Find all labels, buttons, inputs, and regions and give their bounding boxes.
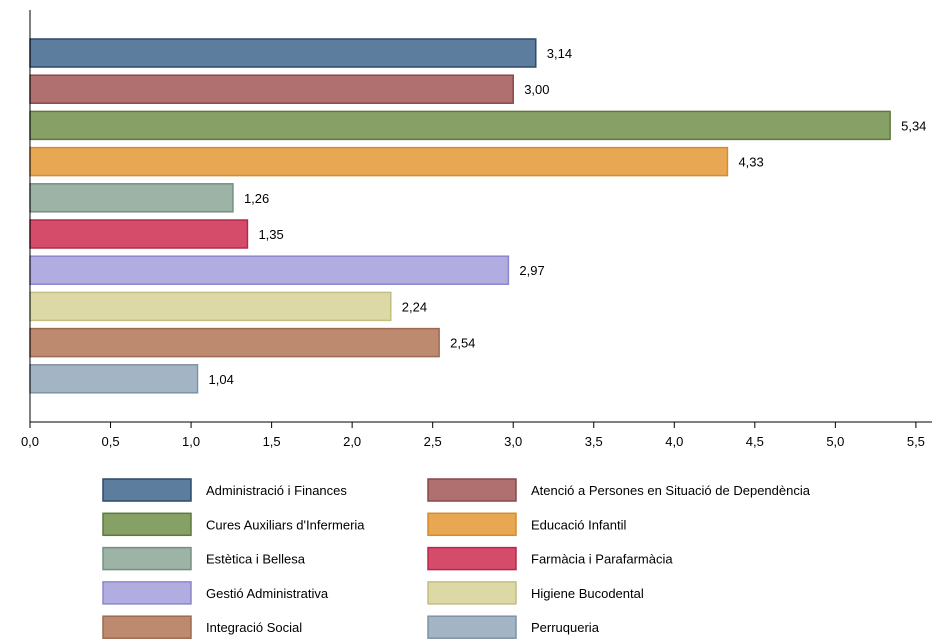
legend-swatch <box>102 615 192 639</box>
bar-1 <box>29 38 537 68</box>
legend-label: Perruqueria <box>531 620 600 635</box>
bar-value-label: 3,14 <box>547 46 572 61</box>
legend-swatch <box>427 615 517 639</box>
legend: Administració i Finances Atenció a Person… <box>102 478 811 639</box>
legend-swatch <box>427 478 517 502</box>
legend-swatch <box>427 546 517 571</box>
bar-9 <box>29 327 440 358</box>
bar-7 <box>29 255 510 285</box>
x-tick-label: 4,5 <box>746 434 764 449</box>
x-tick-label: 1,0 <box>182 434 200 449</box>
bar-value-label: 2,97 <box>519 263 544 278</box>
legend-label: Cures Auxiliars d'Infermeria <box>206 517 365 532</box>
x-tick-label: 4,0 <box>665 434 683 449</box>
bar-value-label: 1,04 <box>209 372 234 387</box>
bars-layer: 3,14 3,00 5,34 4,33 1,26 1,35 2,97 2,24 2,54 1,04 <box>29 38 926 394</box>
legend-label: Farmàcia i Parafarmàcia <box>531 552 673 567</box>
x-tick-label: 1,5 <box>263 434 281 449</box>
bar-3 <box>29 110 891 141</box>
bar-8 <box>29 291 392 322</box>
bar-value-label: 4,33 <box>738 155 763 170</box>
axes-layer <box>29 10 932 423</box>
x-ticks: 0,0 0,5 1,0 1,5 2,0 2,5 3,0 3,5 4,0 4,5 5,0 5,5 <box>21 422 925 449</box>
x-tick-label: 2,5 <box>424 434 442 449</box>
bar-value-label: 2,24 <box>402 299 427 314</box>
legend-swatch <box>102 512 192 537</box>
x-tick-label: 5,0 <box>826 434 844 449</box>
bar-4 <box>29 146 729 177</box>
x-tick-label: 0,0 <box>21 434 39 449</box>
bar-value-label: 1,35 <box>258 227 283 242</box>
legend-label: Administració i Finances <box>206 483 347 498</box>
legend-label: Educació Infantil <box>531 517 627 532</box>
legend-swatch <box>102 546 192 571</box>
bar-10 <box>29 364 199 394</box>
legend-swatch <box>427 512 517 537</box>
legend-swatch <box>102 478 192 502</box>
x-tick-label: 5,5 <box>907 434 925 449</box>
bar-value-label: 5,34 <box>901 118 926 133</box>
legend-label: Estètica i Bellesa <box>206 552 306 567</box>
x-tick-label: 2,0 <box>343 434 361 449</box>
bar-value-label: 3,00 <box>524 82 549 97</box>
legend-swatch <box>102 581 192 605</box>
bar-5 <box>29 183 234 213</box>
x-tick-label: 0,5 <box>101 434 119 449</box>
x-tick-label: 3,5 <box>585 434 603 449</box>
legend-label: Atenció a Persones en Situació de Depend… <box>531 483 811 498</box>
bar-6 <box>29 219 249 249</box>
bar-value-label: 2,54 <box>450 336 475 351</box>
x-tick-label: 3,0 <box>504 434 522 449</box>
bar-2 <box>29 74 514 104</box>
legend-label: Integració Social <box>206 620 302 635</box>
legend-label: Gestió Administrativa <box>206 586 329 601</box>
legend-swatch <box>427 581 517 605</box>
bar-value-label: 1,26 <box>244 191 269 206</box>
legend-label: Higiene Bucodental <box>531 586 644 601</box>
